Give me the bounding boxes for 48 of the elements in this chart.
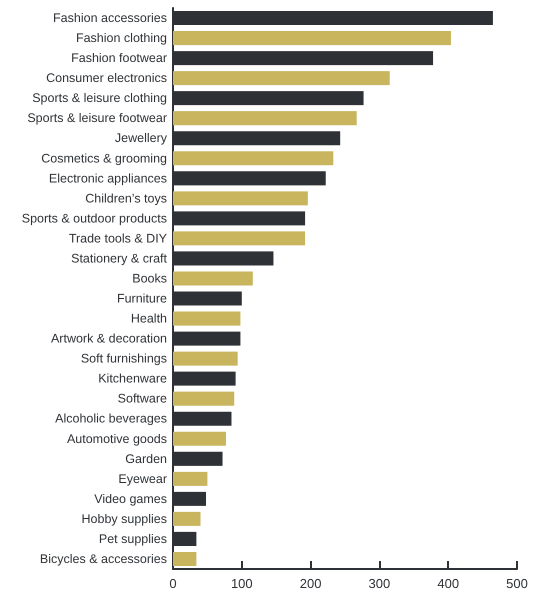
y-tick-label: Books — [132, 271, 167, 286]
x-tick-label: 300 — [368, 576, 390, 591]
y-tick-label: Children’s toys — [85, 191, 167, 206]
y-tick-label: Artwork & decoration — [50, 332, 168, 346]
y-tick-label: Cosmetics & grooming — [41, 151, 168, 166]
bar — [173, 352, 238, 366]
y-tick-label: Fashion accessories — [53, 11, 167, 26]
y-tick-label: Pet supplies — [98, 532, 167, 546]
bar — [173, 552, 196, 566]
y-tick-label: Soft furnishings — [80, 352, 167, 366]
bar — [173, 271, 253, 286]
x-tick-label: 500 — [506, 576, 528, 591]
x-tick-label: 200 — [300, 576, 322, 591]
y-tick-label: Fashion footwear — [71, 51, 167, 66]
bar — [173, 31, 451, 46]
y-tick-label: Furniture — [116, 292, 168, 306]
y-tick-label: Video games — [94, 492, 167, 506]
y-tick-label: Fashion clothing — [76, 31, 168, 46]
bar — [173, 432, 226, 446]
y-tick-label: Garden — [125, 452, 168, 466]
y-tick-label: Stationery & craft — [71, 251, 168, 266]
bar — [173, 111, 357, 126]
y-tick-label: Bicycles & accessories — [40, 552, 167, 566]
bar — [173, 512, 201, 526]
y-tick-label: Electronic appliances — [48, 171, 167, 186]
y-tick-label: Automotive goods — [66, 432, 167, 446]
y-tick-label: Alcoholic beverages — [55, 412, 167, 426]
bar — [173, 472, 208, 486]
x-tick-label: 0 — [169, 576, 177, 591]
y-tick-label: Sports & leisure clothing — [32, 91, 168, 106]
bar — [173, 392, 234, 406]
y-tick-label: Health — [130, 312, 168, 326]
y-tick-label: Jewellery — [114, 131, 168, 146]
y-tick-label: Sports & leisure footwear — [27, 111, 167, 126]
bar — [173, 312, 240, 326]
bar — [173, 151, 334, 166]
y-tick-label: Trade tools & DIY — [68, 231, 168, 246]
bar — [173, 231, 306, 246]
y-tick-label: Sports & outdoor products — [22, 211, 167, 226]
y-tick-label: Software — [118, 392, 168, 406]
x-tick-label: 400 — [437, 576, 460, 591]
x-tick-label: 100 — [230, 576, 253, 591]
bar — [173, 71, 390, 86]
y-tick-label: Consumer electronics — [46, 71, 167, 86]
bar — [173, 191, 308, 206]
y-tick-label: Kitchenware — [98, 372, 168, 386]
y-tick-label: Eyewear — [118, 472, 167, 486]
y-tick-label: Hobby supplies — [82, 512, 167, 526]
